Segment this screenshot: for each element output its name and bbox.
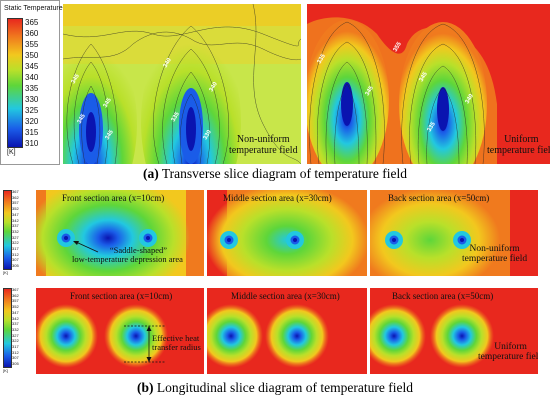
legend-row1-tick: 322 — [12, 240, 19, 246]
legend-row1-tick: 327 — [12, 234, 19, 240]
legend-row2-tick: 332 — [12, 326, 19, 332]
legend-row1-tick: 352 — [12, 206, 19, 212]
legend-row2-tick: 362 — [12, 292, 19, 298]
legend-tick: 330 — [25, 95, 39, 104]
legend-row2-unit: [K] — [3, 368, 8, 373]
transverse-slice-uniform: 335 345 355 345 340 335 Uniform temperature f… — [307, 4, 550, 164]
middle-uniform-title: Middle section area (x=30cm) — [231, 291, 340, 301]
legend-tick: 345 — [25, 62, 39, 71]
legend-row2-tick: 367 — [12, 287, 19, 292]
temperature-legend-row1: 367 362 357 352 347 342 337 332 327 322 317 312 307 3… — [0, 186, 32, 276]
legend-tick: 340 — [25, 73, 39, 82]
caption-a-tag: (a) — [143, 166, 159, 181]
nonuniform-row-field-label: Non-uniform temperature field — [462, 244, 527, 265]
legend-row1-tick: 362 — [12, 194, 19, 200]
legend-row1-tick: 332 — [12, 228, 19, 234]
caption-a-text: Transverse slice diagram of temperature … — [158, 166, 407, 181]
radius-line1: Effective heat — [152, 333, 200, 343]
legend-row2-tick: 305 — [12, 361, 19, 367]
saddle-annotation: “Saddle-shaped” low-temperature depressi… — [72, 245, 183, 265]
longitudinal-front-nonuniform: Front section area (x=10cm) “Saddle-shap… — [36, 190, 204, 276]
legend-row2-tick: 322 — [12, 338, 19, 344]
nonuniform-field-label: Non-uniform temperature field — [229, 134, 298, 156]
legend-row1-tick: 317 — [12, 246, 19, 251]
legend-row1-tick: 342 — [12, 217, 19, 223]
back-uniform-title: Back section area (x=50cm) — [392, 291, 494, 301]
legend-row2-tick: 342 — [12, 315, 19, 321]
middle-uniform-plot — [207, 288, 367, 374]
back-uniform-plot — [370, 288, 538, 374]
back-nonuniform-title: Back section area (x=50cm) — [388, 193, 490, 203]
longitudinal-middle-uniform: Middle section area (x=30cm) — [207, 288, 367, 374]
uniform-row-label-line2: temperature field — [478, 352, 538, 363]
legend-tick: 335 — [25, 84, 39, 93]
uniform-row-field-label: Uniform temperature field — [478, 342, 538, 363]
legend-tick: 315 — [25, 128, 39, 137]
caption-a: (a) Transverse slice diagram of temperat… — [0, 166, 550, 182]
radius-annotation: Effective heat transfer radius — [152, 333, 201, 353]
saddle-line1: “Saddle-shaped” — [109, 245, 168, 255]
caption-b-tag: (b) — [137, 380, 154, 395]
legend-row2-tick: 337 — [12, 321, 19, 327]
transverse-slice-nonuniform: 345 345 345 345 340 340 335 330 Non-uniform tem… — [63, 4, 301, 164]
legend-row1-tick: 347 — [12, 211, 19, 217]
legend-row1-tick: 337 — [12, 223, 19, 229]
legend-tick: 325 — [25, 106, 39, 115]
uniform-label-line1: Uniform — [504, 134, 539, 145]
legend-row2-tick: 352 — [12, 304, 19, 310]
middle-nonuniform-title: Middle section area (x=30cm) — [223, 193, 332, 203]
uniform-row-label-line1: Uniform — [494, 342, 527, 352]
legend-tick: 320 — [25, 117, 39, 126]
longitudinal-front-uniform: Front section area (x=10cm) Effective he… — [36, 288, 204, 374]
longitudinal-middle-nonuniform: Middle section area (x=30cm) — [207, 190, 367, 276]
saddle-line2: low-temperature depression area — [72, 254, 183, 265]
legend-tick: 350 — [25, 51, 39, 60]
back-nonuniform-plot — [370, 190, 538, 276]
legend-row2-tick: 347 — [12, 309, 19, 315]
legend-tick: 310 — [25, 139, 39, 148]
front-nonuniform-title: Front section area (x=10cm) — [62, 193, 165, 203]
nonuniform-label-line1: Non-uniform — [236, 134, 290, 145]
legend-row1-colorbar — [3, 190, 12, 270]
radius-line2: transfer radius — [152, 342, 201, 353]
caption-b: (b) Longitudinal slice diagram of temper… — [0, 380, 550, 396]
legend-row1-unit: [K] — [3, 270, 8, 275]
legend-title: Static Temperature — [4, 5, 63, 12]
legend-row2-tick: 327 — [12, 332, 19, 338]
caption-b-text: Longitudinal slice diagram of temperatur… — [153, 380, 413, 395]
legend-row2-tick: 307 — [12, 355, 19, 361]
legend-unit: [K] — [7, 149, 16, 156]
legend-row2-tick: 312 — [12, 349, 19, 355]
front-nonuniform-plot — [36, 190, 204, 276]
middle-nonuniform-plot — [207, 190, 367, 276]
front-uniform-title: Front section area (x=10cm) — [70, 291, 173, 301]
legend-row1-tick: 305 — [12, 263, 19, 269]
front-uniform-plot — [36, 288, 204, 374]
nonuniform-row-label-line1: Non-uniform — [469, 244, 520, 254]
legend-row1-tick: 312 — [12, 251, 19, 257]
legend-tick: 365 — [25, 18, 39, 27]
uniform-contour-plot — [307, 4, 550, 164]
legend-row1-tick: 367 — [12, 189, 19, 194]
nonuniform-label-line2: temperature field — [229, 145, 298, 156]
nonuniform-contour-plot — [63, 4, 301, 164]
legend-colorbar — [7, 18, 23, 148]
legend-row2-tick: 357 — [12, 298, 19, 304]
longitudinal-back-uniform: Back section area (x=50cm) Uniform tempe… — [370, 288, 538, 374]
longitudinal-back-nonuniform: Back section area (x=50cm) Non-uniform t… — [370, 190, 538, 276]
legend-row2-colorbar — [3, 288, 12, 368]
legend-row1-tick: 307 — [12, 257, 19, 263]
legend-row1-tick: 357 — [12, 200, 19, 206]
nonuniform-row-label-line2: temperature field — [462, 254, 528, 265]
temperature-legend-row2: 367 362 357 352 347 342 337 332 327 322 317 312 307 3… — [0, 284, 32, 374]
uniform-field-label: Uniform temperature field — [487, 134, 550, 156]
uniform-label-line2: temperature field — [487, 145, 550, 156]
legend-tick: 355 — [25, 40, 39, 49]
temperature-legend-top: Static Temperature 365 360 355 350 345 340 335… — [0, 0, 63, 165]
legend-tick: 360 — [25, 29, 39, 38]
legend-row2-tick: 317 — [12, 344, 19, 349]
